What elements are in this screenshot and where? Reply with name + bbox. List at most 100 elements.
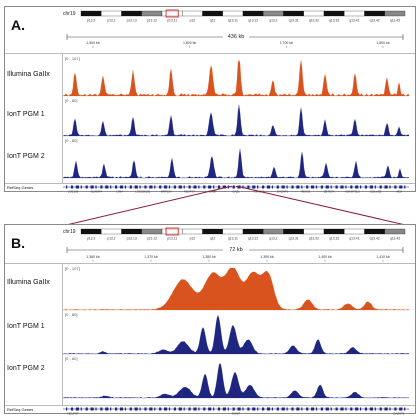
panel-a-label-gutter — [5, 53, 63, 183]
panel-b-gene-exon — [291, 407, 294, 411]
panel-b-track-label-pgm1: IonT PGM 1 — [7, 323, 45, 330]
panel-a-gene-exon — [389, 185, 391, 189]
panel-b-gene-exon — [129, 407, 132, 411]
panel-a-gene-gene-name: REXO1 — [301, 190, 311, 194]
panel-b-gene-exon — [222, 407, 226, 411]
panel-b-gene-exon — [330, 407, 332, 411]
panel-b-gene-exon — [66, 407, 68, 411]
panel-a-gene-exon — [134, 185, 138, 189]
panel-b-ideogram-band-label: q12 — [210, 237, 216, 241]
panel-a-gene-exon — [257, 185, 259, 189]
panel-b-divider-1 — [5, 263, 415, 264]
panel-a-label: A. — [11, 17, 25, 33]
panel-b-gene-exon — [296, 407, 300, 411]
panel-a-ideogram-band — [364, 10, 385, 17]
panel-b-ideogram-band — [202, 228, 223, 235]
panel-b-gene-exon — [139, 407, 141, 411]
panel-b-gene-exon — [252, 407, 256, 411]
panel-b-gene-exon — [95, 407, 97, 411]
panel-a-ideogram-band — [161, 10, 183, 17]
panel-b-ideogram-band — [80, 228, 102, 235]
panel-b-gene-exon — [242, 407, 244, 411]
panel-b-ideogram-band — [222, 228, 244, 235]
panel-b-ideogram-band — [364, 228, 385, 235]
panel-a-tracks[interactable]: [0 - 107] [0 - 80] [0 - 80] — [63, 54, 409, 182]
panel-a-ideogram-band — [80, 10, 102, 17]
panel-b-coverage-pgm1 — [63, 314, 409, 355]
panel-a-range-illumina: [0 - 107] — [65, 56, 80, 61]
panel-b-gene-exon — [159, 407, 162, 411]
panel-a-ideogram-band — [344, 10, 365, 17]
panel-a-gene-exon — [340, 185, 344, 189]
panel-b-gene-exon — [100, 407, 103, 411]
panel-a-ideogram-band-label: q13.11 — [228, 19, 238, 23]
panel-b-tracks[interactable]: [0 - 107] [0 - 80] [0 - 80] — [63, 264, 409, 406]
panel-a-ruler-coord-label: 1,500 kb — [86, 41, 99, 45]
panel-a-gene-exon — [178, 185, 182, 189]
panel-a-gene-exon — [301, 185, 303, 189]
panel-a-gene-exon — [345, 185, 347, 189]
panel-b-gene-exon — [105, 407, 109, 411]
panel-b-gene-exon — [394, 407, 397, 411]
panel-a-ideogram-band — [101, 10, 122, 17]
panel-b-ideogram-band — [303, 228, 325, 235]
panel-a-gene-exon — [242, 185, 244, 189]
panel-a-gene-exon — [164, 185, 168, 189]
panel-b-ideogram-band-label: q13.12 — [248, 237, 258, 241]
panel-a-ideogram-band-label: q13.31 — [289, 19, 299, 23]
panel-b-gene-exon — [198, 407, 200, 411]
panel-b-gene-exon — [188, 407, 191, 411]
panel-b-ruler-coord-label: 1,410 kb — [376, 255, 389, 259]
panel-a-ideogram-band-label: q13.43 — [390, 19, 400, 23]
panel-a-gene-exon — [183, 185, 185, 189]
panel-b-ideogram-band-label: p13.2 — [107, 237, 115, 241]
panel-a-gene-gene-name: OAZ1 — [232, 190, 240, 194]
panel-a-scale-label: 436 kb — [228, 34, 245, 40]
panel-b-ideogram[interactable]: chr19 p13.3 p13.2 p13.13 p13.12 p13.11 p12 q12… — [63, 227, 409, 243]
panel-b-ideogram-band-label: q13.31 — [289, 237, 299, 241]
panel-a-gene-gene-name: DAZAP1 — [277, 190, 288, 194]
panel-a-gene-exon — [404, 185, 406, 189]
panel-a-gene-gene-name: ZBTB7A — [324, 190, 335, 194]
panel-a-ruler: 436 kb 1,500 kb 1,600 kb 1,700 kb 1,800 kb — [66, 32, 404, 48]
panel-a-ideogram[interactable]: chr19 p13.3 p13.2 p13.13 p13.12 p13.11 p12 q12… — [63, 9, 409, 27]
panel-a-gene-exon — [271, 185, 273, 189]
panel-b-range-pgm2: [0 - 80] — [65, 356, 77, 361]
panel-b-gene-exon — [271, 407, 273, 411]
panel-a-ideogram-band — [222, 10, 244, 17]
panel-a-ideogram-band — [263, 10, 284, 17]
panel-b-ideogram-band — [182, 228, 203, 235]
panel-b-gene-exon — [213, 407, 215, 411]
panel-a-gene-exon — [281, 185, 285, 189]
panel-a-ideogram-band — [283, 10, 304, 17]
panel-a-gene-exon — [188, 185, 191, 189]
panel-a-ideogram-band-label: q13.41 — [349, 19, 359, 23]
panel-b-gene-exon — [350, 407, 353, 411]
panel-a-ideogram-band — [323, 10, 345, 17]
panel-a-ideogram-band-label: q12 — [210, 19, 216, 23]
panel-b-ideogram-band-label: p13.11 — [167, 237, 177, 241]
panel-a-gene-exon — [159, 185, 162, 189]
panel-a-gene-exon — [266, 185, 271, 189]
panel-a-track-label-pgm2: IonT PGM 2 — [7, 153, 45, 160]
panel-b-gene-track[interactable]: NDUFS7 GAMT DAZAP1 — [63, 405, 409, 415]
panel-a-track-label-illumina: Illumina GaIIx — [7, 71, 50, 78]
panel-b-ideogram-band-label: q13.42 — [370, 237, 380, 241]
panel-a-genes-label: RefSeq Genes — [7, 185, 34, 190]
panel-b-ideogram-band — [101, 228, 122, 235]
panel-b-gene-exon — [124, 407, 126, 411]
panel-b-gene-exon — [85, 407, 88, 411]
panel-a-gene-gene-name: SCAMP4 — [91, 190, 103, 194]
panel-a-ideogram-band — [202, 10, 223, 17]
panel-b-label: B. — [11, 235, 25, 251]
panel-a-gene-gene-name: C19orf25 — [370, 190, 382, 194]
panel-b-gene-exon — [340, 407, 344, 411]
panel-b: B. chr19 p13.3 p13.2 p13.13 p13.12 p13.11 p12… — [4, 224, 416, 415]
panel-a-divider-1 — [5, 53, 415, 54]
panel-b-ideogram-band-label: q13.2 — [269, 237, 277, 241]
panel-b-coverage-pgm2 — [63, 362, 409, 399]
panel-a-range-pgm1: [0 - 80] — [65, 98, 77, 103]
panel-b-gene-exon — [80, 407, 82, 411]
panel-a-gene-exon — [100, 185, 103, 189]
panel-b-gene-exon — [75, 407, 79, 411]
